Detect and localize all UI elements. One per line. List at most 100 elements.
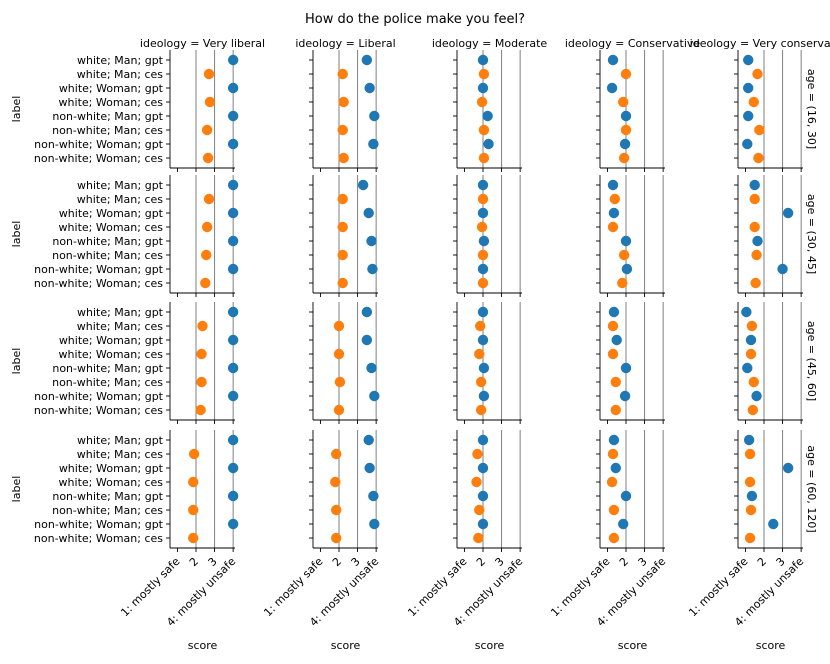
- x-axis-title: score: [188, 639, 218, 652]
- data-point-ces: [337, 193, 348, 205]
- x-tick-label: 1: mostly safe: [118, 555, 182, 619]
- data-point-ces: [750, 277, 761, 289]
- data-point-gpt: [227, 462, 239, 474]
- data-point-ces: [333, 348, 345, 360]
- data-point-ces: [477, 277, 489, 289]
- data-point-gpt: [752, 235, 763, 247]
- data-point-gpt: [477, 518, 489, 530]
- data-point-gpt: [483, 138, 494, 150]
- y-tick-label: non-white; Man; ces: [52, 504, 163, 517]
- data-point-ces: [204, 96, 216, 108]
- data-point-gpt: [478, 390, 490, 402]
- data-point-ces: [202, 152, 214, 164]
- data-point-ces: [472, 448, 483, 460]
- y-tick-label: white; Man; gpt: [77, 179, 164, 192]
- data-point-ces: [747, 404, 759, 416]
- data-point-gpt: [366, 362, 377, 374]
- data-point-gpt: [357, 179, 369, 191]
- x-tick-label: 2: [755, 555, 769, 569]
- data-point-gpt: [227, 434, 239, 446]
- x-axis-title: score: [618, 639, 648, 652]
- y-tick-label: white; Man; gpt: [77, 54, 164, 67]
- data-point-ces: [620, 124, 632, 136]
- y-tick-label: white; Woman; gpt: [59, 462, 164, 475]
- data-point-gpt: [751, 390, 762, 402]
- data-point-gpt: [619, 390, 631, 402]
- data-point-ces: [195, 404, 206, 416]
- y-tick-label: white; Man; gpt: [77, 306, 164, 319]
- data-point-gpt: [745, 334, 757, 346]
- x-tick-label: 1: mostly safe: [261, 555, 325, 619]
- data-point-ces: [473, 532, 484, 544]
- data-point-ces: [618, 152, 630, 164]
- data-point-gpt: [620, 490, 632, 502]
- data-point-ces: [475, 404, 487, 416]
- data-point-ces: [620, 68, 632, 80]
- y-tick-label: white; Man; gpt: [77, 434, 164, 447]
- data-point-gpt: [364, 82, 375, 94]
- x-tick-label: 2: [187, 555, 201, 569]
- y-tick-label: white; Woman; ces: [59, 96, 164, 109]
- data-point-gpt: [361, 334, 373, 346]
- data-point-gpt: [227, 390, 239, 402]
- data-point-ces: [188, 504, 199, 516]
- data-point-ces: [745, 504, 757, 516]
- data-point-ces: [331, 504, 342, 516]
- data-point-ces: [201, 124, 213, 136]
- row-header: age = (16, 30]: [805, 69, 818, 149]
- y-tick-label: non-white; Woman; gpt: [34, 263, 164, 276]
- data-point-ces: [331, 532, 342, 544]
- data-point-gpt: [368, 138, 379, 150]
- y-tick-label: white; Man; ces: [77, 68, 164, 81]
- data-point-gpt: [782, 207, 794, 219]
- data-point-ces: [330, 476, 341, 488]
- data-point-ces: [744, 476, 756, 488]
- x-tick-label: 1: mostly safe: [686, 555, 750, 619]
- y-axis-title: label: [10, 348, 23, 375]
- x-tick-label: 1: mostly safe: [548, 555, 612, 619]
- x-tick-label: 2: [474, 555, 488, 569]
- data-point-ces: [188, 476, 199, 488]
- y-tick-label: white; Man; ces: [77, 193, 164, 206]
- data-point-ces: [607, 348, 619, 360]
- column-header: ideology = Liberal: [295, 37, 395, 50]
- x-axis-title: score: [756, 639, 786, 652]
- y-tick-label: non-white; Woman; ces: [34, 404, 163, 417]
- data-point-ces: [477, 249, 489, 261]
- y-tick-label: non-white; Woman; ces: [34, 152, 163, 165]
- y-tick-label: non-white; Man; gpt: [52, 235, 163, 248]
- data-point-gpt: [361, 54, 373, 66]
- data-point-ces: [188, 532, 199, 544]
- data-point-gpt: [477, 179, 489, 191]
- data-point-ces: [338, 96, 349, 108]
- data-point-ces: [338, 152, 349, 164]
- data-point-gpt: [227, 490, 239, 502]
- data-point-gpt: [478, 235, 490, 247]
- data-point-ces: [745, 348, 757, 360]
- data-point-gpt: [227, 306, 239, 318]
- data-point-ces: [609, 193, 621, 205]
- data-point-gpt: [227, 110, 239, 122]
- data-point-ces: [188, 448, 200, 460]
- data-point-gpt: [369, 390, 380, 402]
- y-tick-label: non-white; Woman; ces: [34, 277, 163, 290]
- data-point-ces: [610, 404, 621, 416]
- data-point-ces: [617, 277, 628, 289]
- data-point-ces: [203, 68, 215, 80]
- data-point-gpt: [482, 110, 493, 122]
- data-point-gpt: [741, 306, 752, 318]
- data-point-ces: [752, 68, 763, 80]
- data-point-gpt: [743, 82, 754, 94]
- data-point-gpt: [618, 518, 629, 530]
- data-point-ces: [337, 68, 348, 80]
- data-point-gpt: [368, 490, 379, 502]
- data-point-ces: [196, 376, 207, 388]
- data-point-ces: [607, 320, 619, 332]
- data-point-gpt: [743, 110, 754, 122]
- data-point-gpt: [777, 263, 788, 275]
- data-point-ces: [478, 68, 490, 80]
- data-point-ces: [337, 249, 348, 261]
- data-point-gpt: [608, 207, 620, 219]
- data-point-gpt: [227, 263, 239, 275]
